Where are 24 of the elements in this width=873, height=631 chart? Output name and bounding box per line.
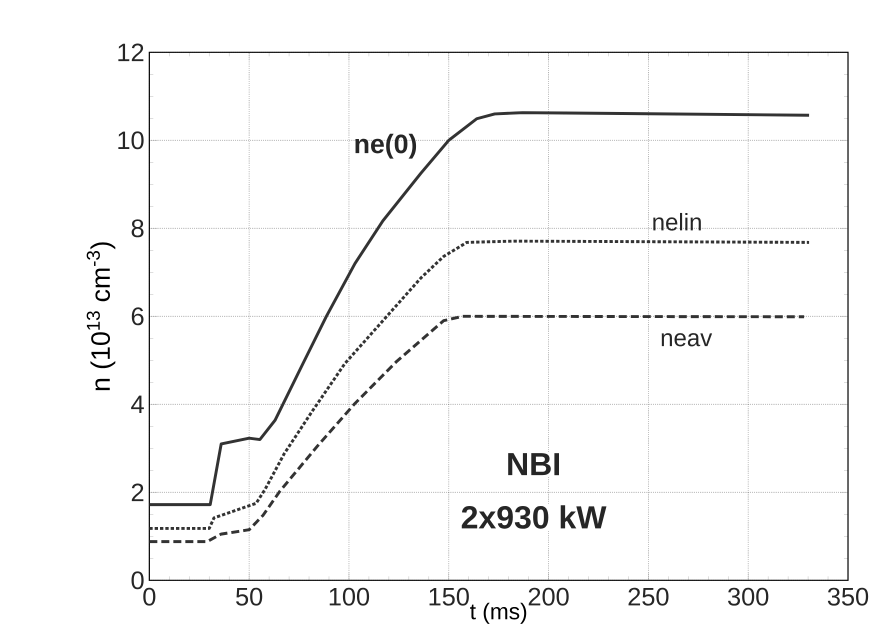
y-tick-label: 10 [118,131,144,150]
y-tick-label: 0 [132,571,144,590]
y-tick-label: 4 [131,396,144,414]
x-tick-label: 50 [236,588,262,606]
series-label: nelin [653,212,701,231]
y-tick-label: 6 [132,307,144,326]
x-tick-label: 200 [528,588,569,606]
series-label: ne(0) [355,134,416,159]
x-tick-label: 300 [728,588,768,606]
y-tick-label: 2 [132,483,144,502]
y-tick-label: 8 [132,219,144,238]
x-axis-title: t (ms) [470,602,526,624]
line-series [149,111,811,506]
x-tick-label: 250 [628,588,669,606]
x-tick-label: 150 [430,588,469,606]
line-series [149,314,806,544]
x-tick-label: 100 [330,588,370,606]
y-axis-title: n (10$^{13}$ cm$^{-3}$) [86,242,116,390]
x-tick-label: 350 [828,588,868,606]
x-tick-label: 0 [143,588,156,606]
series-label: neav [662,333,712,346]
annotation: 2x930 kW [462,505,606,529]
annotation: NBI [508,453,560,476]
y-tick-label: 12 [118,43,144,62]
